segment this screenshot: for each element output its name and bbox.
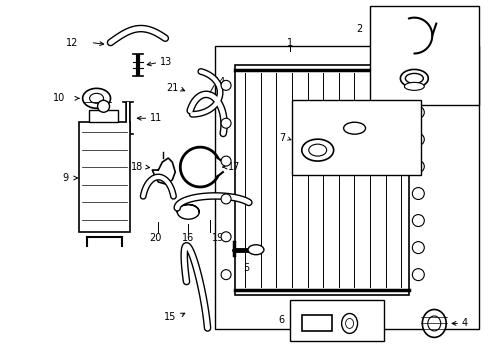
Text: 4: 4 (460, 319, 467, 328)
Circle shape (221, 194, 230, 204)
Text: 16: 16 (182, 233, 194, 243)
Circle shape (411, 188, 424, 199)
Text: 17: 17 (227, 162, 240, 172)
Circle shape (98, 100, 109, 112)
Ellipse shape (405, 73, 423, 84)
Bar (215, 45, 478, 329)
Text: 8: 8 (377, 121, 383, 131)
Text: 21: 21 (165, 84, 178, 93)
Ellipse shape (301, 139, 333, 161)
Ellipse shape (422, 310, 446, 337)
Ellipse shape (345, 319, 353, 328)
Text: 15: 15 (163, 312, 176, 323)
Text: 5: 5 (243, 263, 248, 273)
Text: 18: 18 (131, 162, 143, 172)
Circle shape (411, 107, 424, 118)
Circle shape (411, 215, 424, 226)
Bar (88, 110, 118, 122)
Text: 19: 19 (211, 233, 224, 243)
Text: 12: 12 (66, 37, 79, 48)
Text: 13: 13 (160, 58, 172, 67)
Ellipse shape (400, 69, 427, 87)
Circle shape (411, 269, 424, 280)
Text: 14: 14 (214, 77, 226, 87)
Ellipse shape (247, 245, 264, 255)
Circle shape (221, 232, 230, 242)
Text: 7: 7 (278, 133, 285, 143)
Ellipse shape (308, 144, 326, 156)
Bar (301, 315, 331, 332)
Text: 1: 1 (286, 37, 292, 48)
Bar (369, 6, 478, 105)
Text: 10: 10 (53, 93, 65, 103)
Ellipse shape (404, 82, 424, 90)
Text: 6: 6 (278, 315, 285, 325)
Circle shape (411, 242, 424, 253)
Circle shape (221, 270, 230, 280)
Ellipse shape (82, 88, 110, 108)
Bar (235, 66, 408, 294)
Text: 11: 11 (150, 113, 163, 123)
Circle shape (411, 161, 424, 172)
Text: 2: 2 (356, 24, 362, 33)
Ellipse shape (341, 314, 357, 333)
Text: 20: 20 (149, 233, 161, 243)
Ellipse shape (427, 316, 440, 331)
Circle shape (221, 80, 230, 90)
Text: 3: 3 (388, 73, 395, 84)
Ellipse shape (89, 93, 103, 103)
Bar (79, 122, 130, 232)
Circle shape (221, 118, 230, 128)
Circle shape (411, 80, 424, 91)
Text: 9: 9 (62, 173, 68, 183)
Bar (289, 300, 384, 341)
Bar (291, 100, 421, 175)
Circle shape (411, 134, 424, 145)
Circle shape (221, 156, 230, 166)
Ellipse shape (343, 122, 365, 134)
